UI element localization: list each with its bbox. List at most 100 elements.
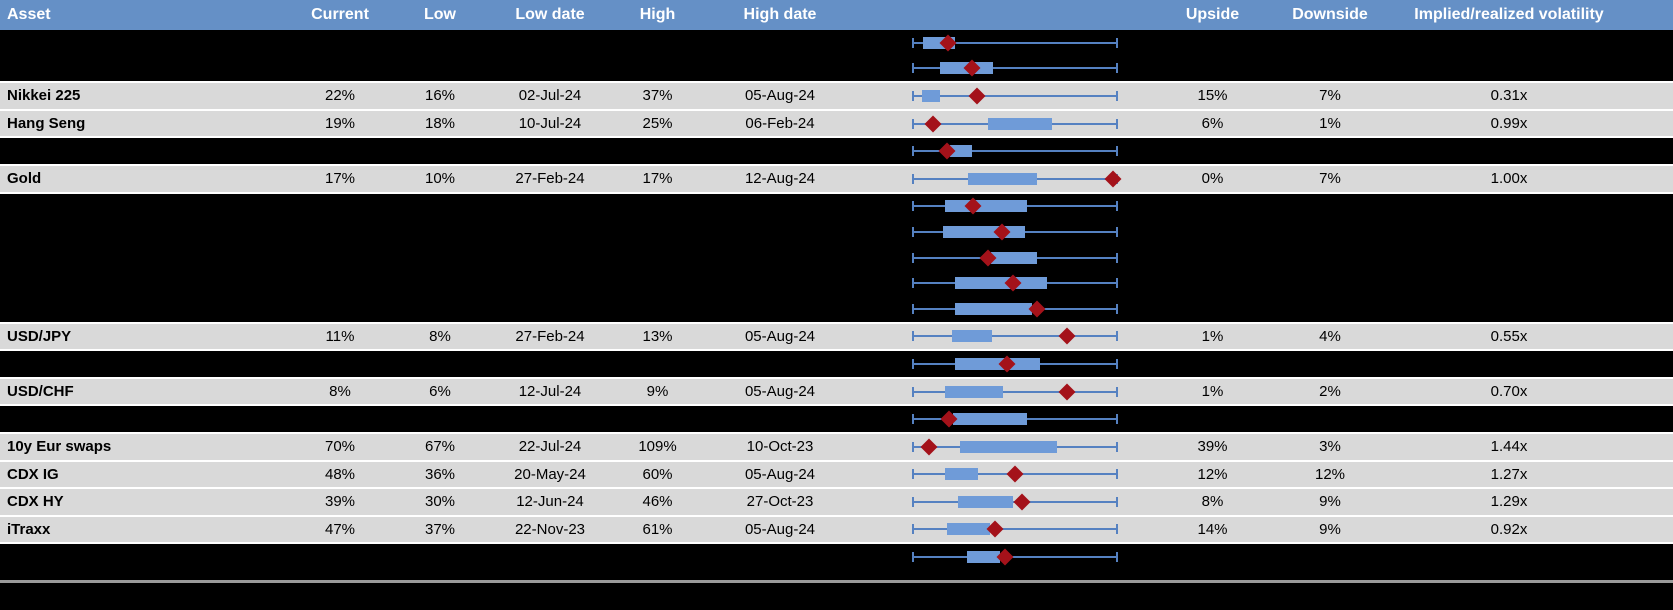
high-cell: 61% <box>642 520 673 538</box>
current-cell <box>290 543 390 570</box>
interquartile-box <box>967 551 1000 564</box>
upside-cell: 15% <box>1197 87 1228 105</box>
upside-cell: 0% <box>1201 170 1224 188</box>
current-cell: 19% <box>324 115 356 133</box>
whisker-cap-left <box>912 90 914 101</box>
current-cell: 17% <box>324 170 356 188</box>
upside-cell <box>1140 245 1285 271</box>
range-boxplot <box>912 379 1118 405</box>
upside-cell: 8% <box>1201 493 1224 511</box>
col-header-high-date: High date <box>705 0 855 30</box>
asset-cell: iTraxx <box>7 520 51 538</box>
current-cell <box>290 56 390 83</box>
implied-realized-cell: 0.31x <box>1490 87 1528 105</box>
upside-cell <box>1140 193 1285 220</box>
high-date-cell: 27-Oct-23 <box>746 493 814 511</box>
table-row <box>0 55 1673 83</box>
header-row: Asset Current Low Low date High High dat… <box>0 0 1673 30</box>
range-plot-cell <box>855 82 1140 110</box>
high-cell: 37% <box>642 87 673 105</box>
high-date-cell <box>705 245 855 271</box>
interquartile-box <box>955 357 1041 370</box>
range-boxplot <box>912 296 1118 322</box>
current-cell <box>290 193 390 220</box>
range-boxplot <box>912 194 1118 220</box>
implied-realized-cell: 0.70x <box>1490 383 1528 401</box>
interquartile-box <box>958 495 1013 508</box>
low-date-cell: 22-Nov-23 <box>514 520 586 538</box>
high-date-cell <box>705 56 855 83</box>
col-header-range-plot <box>855 0 1140 30</box>
whisker-cap-left <box>912 303 914 314</box>
whisker-cap-right <box>1116 118 1118 129</box>
interquartile-box <box>947 523 990 536</box>
table-row: Nikkei 225 22% 16% 02-Jul-24 37% 05-Aug-… <box>0 82 1673 110</box>
range-plot-cell <box>855 378 1140 406</box>
low-date-cell <box>490 30 610 56</box>
range-plot-cell <box>855 270 1140 296</box>
whisker-cap-right <box>1116 496 1118 507</box>
downside-cell <box>1285 543 1375 570</box>
col-header-implied-realized: Implied/realized volatility <box>1375 0 1673 30</box>
asset-cell <box>0 30 290 56</box>
range-plot-cell <box>855 488 1140 516</box>
whisker-cap-left <box>912 386 914 397</box>
bottom-band <box>0 569 1673 610</box>
asset-cell: Gold <box>7 170 42 188</box>
high-cell: 60% <box>642 465 673 483</box>
table-row <box>0 30 1673 56</box>
asset-cell: USD/CHF <box>7 383 74 401</box>
table-row <box>0 270 1673 296</box>
downside-cell: 4% <box>1319 327 1341 345</box>
whisker-cap-left <box>912 201 914 212</box>
interquartile-box <box>921 89 940 102</box>
asset-cell <box>0 543 290 570</box>
range-plot-cell <box>855 543 1140 570</box>
asset-cell <box>0 137 290 165</box>
asset-cell: CDX HY <box>7 493 64 511</box>
downside-cell: 1% <box>1319 115 1341 133</box>
interquartile-box <box>952 413 1028 426</box>
high-cell <box>610 405 705 433</box>
high-cell: 25% <box>642 115 673 133</box>
implied-realized-cell: 1.44x <box>1490 438 1528 456</box>
current-marker-icon <box>1006 465 1024 483</box>
whisker-line <box>913 335 1117 338</box>
range-boxplot <box>912 351 1118 377</box>
whisker-cap-left <box>912 252 914 263</box>
table-row <box>0 219 1673 245</box>
high-cell <box>610 296 705 323</box>
high-cell <box>610 245 705 271</box>
col-header-downside: Downside <box>1285 0 1375 30</box>
interquartile-box <box>945 385 1003 398</box>
whisker-line <box>913 94 1117 97</box>
low-cell <box>390 245 490 271</box>
low-cell: 18% <box>424 115 456 133</box>
whisker-cap-left <box>912 524 914 535</box>
table-row: Hang Seng 19% 18% 10-Jul-24 25% 06-Feb-2… <box>0 109 1673 138</box>
whisker-line <box>913 150 1117 153</box>
interquartile-box <box>945 200 1028 213</box>
low-date-cell <box>490 270 610 296</box>
interquartile-box <box>942 225 1025 238</box>
whisker-cap-left <box>912 441 914 452</box>
range-boxplot <box>912 245 1118 271</box>
col-header-current: Current <box>290 0 390 30</box>
asset-cell: Hang Seng <box>7 115 86 133</box>
range-plot-cell <box>855 323 1140 351</box>
range-plot-cell <box>855 461 1140 489</box>
implied-realized-cell: 0.92x <box>1490 520 1528 538</box>
low-date-cell <box>490 543 610 570</box>
current-marker-icon <box>924 115 942 133</box>
high-cell <box>610 137 705 165</box>
asset-cell <box>0 219 290 245</box>
current-cell <box>290 296 390 323</box>
upside-cell <box>1140 296 1285 323</box>
implied-realized-cell: 0.55x <box>1490 327 1528 345</box>
whisker-cap-right <box>1116 414 1118 425</box>
low-cell <box>390 30 490 56</box>
implied-realized-cell <box>1375 296 1673 323</box>
current-cell: 48% <box>324 465 356 483</box>
range-plot-cell <box>855 296 1140 323</box>
range-boxplot <box>912 434 1118 460</box>
